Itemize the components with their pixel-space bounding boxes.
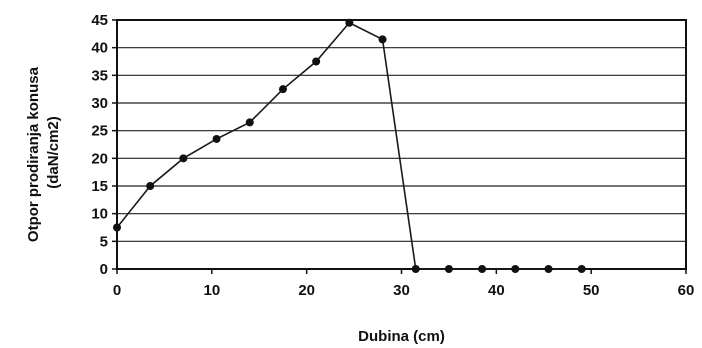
y-tick-label-15: 15 — [91, 178, 108, 195]
data-point-9 — [411, 265, 420, 273]
x-tick-label-30: 30 — [393, 282, 410, 299]
data-point-14 — [577, 265, 586, 273]
tick-labels: 0 5 10 15 20 25 30 35 40 45 0 10 20 30 40 50 60 — [91, 12, 694, 299]
y-axis-title: Otpor prodiranja konusa (daN/cm2) — [25, 63, 62, 242]
x-tick-label-10: 10 — [203, 282, 220, 299]
plot-area-frame — [116, 19, 687, 270]
data-point-3 — [212, 134, 221, 143]
series-layer — [113, 18, 586, 273]
data-point-11 — [478, 265, 487, 273]
x-axis-title: Dubina (cm) — [358, 328, 445, 345]
x-tick-label-60: 60 — [678, 282, 695, 299]
y-axis-title-line-1: Otpor prodiranja konusa — [25, 66, 42, 242]
data-point-7 — [345, 18, 354, 27]
x-tick-label-0: 0 — [113, 282, 121, 299]
y-tick-label-30: 30 — [91, 95, 108, 112]
y-tick-label-5: 5 — [100, 233, 108, 250]
data-point-4 — [245, 118, 254, 127]
y-tick-label-10: 10 — [91, 206, 108, 223]
y-tick-label-20: 20 — [91, 150, 108, 167]
data-point-8 — [378, 35, 387, 44]
data-point-2 — [179, 154, 188, 163]
data-point-1 — [146, 182, 155, 190]
x-tick-label-40: 40 — [488, 282, 505, 299]
axis-ticks — [112, 19, 687, 274]
gridlines — [117, 47, 686, 242]
data-point-5 — [278, 85, 287, 94]
y-axis-title-line-2: (daN/cm2) — [45, 116, 62, 189]
data-point-13 — [544, 265, 553, 273]
series-line-0 — [116, 21, 582, 270]
y-tick-label-35: 35 — [91, 67, 108, 84]
x-tick-label-50: 50 — [583, 282, 600, 299]
x-tick-label-20: 20 — [298, 282, 315, 299]
y-tick-label-0: 0 — [100, 261, 108, 278]
data-point-10 — [444, 265, 453, 273]
data-point-12 — [511, 265, 520, 273]
y-tick-label-45: 45 — [91, 12, 108, 29]
y-tick-label-25: 25 — [91, 123, 108, 140]
data-point-0 — [113, 223, 121, 232]
y-tick-label-40: 40 — [91, 40, 108, 57]
data-point-6 — [312, 57, 321, 66]
